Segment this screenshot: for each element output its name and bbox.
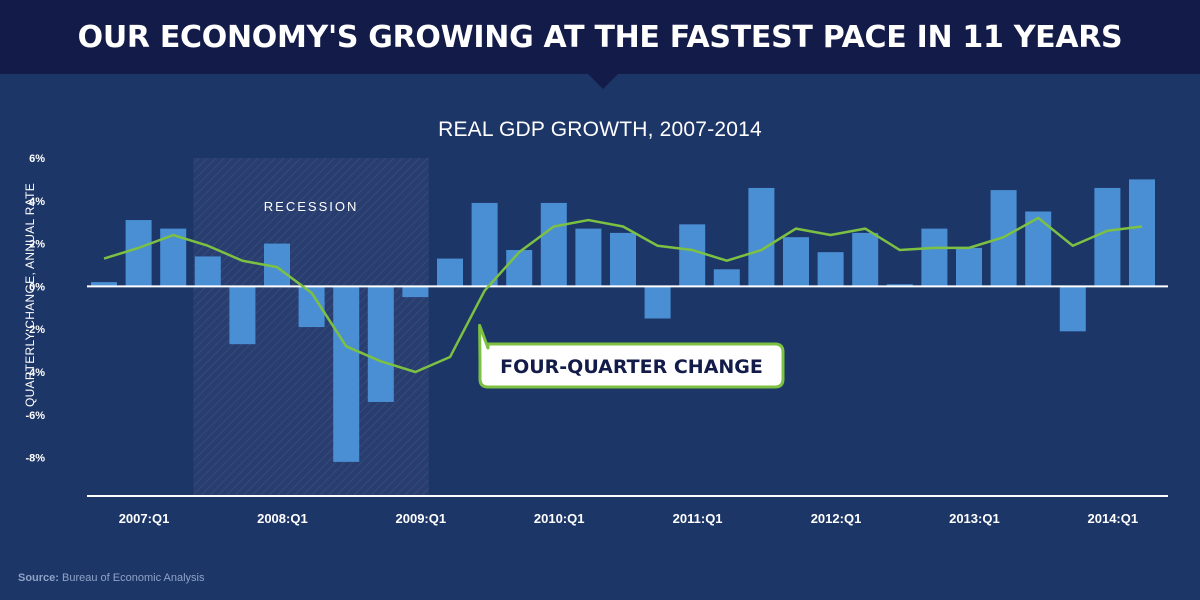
y-tick-label: -8% — [25, 453, 45, 465]
y-tick-label: -6% — [25, 410, 45, 422]
gdp-bar — [644, 286, 671, 319]
x-tick-label: 2014:Q1 — [1088, 511, 1139, 526]
x-tick-label: 2007:Q1 — [119, 511, 170, 526]
gdp-bar — [367, 286, 394, 402]
gdp-bar — [886, 284, 913, 287]
gdp-bar — [610, 232, 636, 287]
gdp-bar — [437, 258, 463, 287]
gdp-bar — [506, 250, 533, 287]
x-tick-label: 2010:Q1 — [534, 511, 585, 526]
gdp-bar — [1129, 179, 1155, 287]
gdp-bar — [713, 269, 740, 287]
gdp-bar — [679, 224, 706, 287]
headline-banner: OUR ECONOMY'S GROWING AT THE FASTEST PAC… — [0, 0, 1200, 74]
gdp-bar — [1059, 286, 1086, 332]
gdp-bar — [229, 286, 256, 345]
gdp-bar — [817, 252, 844, 287]
gdp-bar — [125, 220, 152, 287]
chart-title: REAL GDP GROWTH, 2007-2014 — [438, 118, 762, 141]
gdp-bar — [540, 202, 567, 287]
callout-box — [478, 323, 785, 389]
x-tick-label: 2011:Q1 — [673, 511, 723, 526]
gdp-bar — [783, 237, 809, 287]
source-note: Source: Bureau of Economic Analysis — [18, 572, 205, 584]
gdp-bar — [748, 187, 775, 287]
gdp-bar — [91, 282, 117, 287]
recession-label: RECESSION — [264, 199, 359, 214]
y-axis-label: QUARTERLY CHANGE, ANNUAL RATE — [23, 182, 37, 408]
y-tick-label: 0% — [29, 281, 45, 293]
gdp-bar — [402, 286, 429, 298]
y-tick-label: -4% — [25, 367, 45, 379]
gdp-bar — [471, 202, 498, 287]
x-tick-label: 2012:Q1 — [811, 511, 862, 526]
gdp-bar — [194, 256, 221, 287]
headline-banner-pointer — [588, 74, 618, 89]
x-tick-label: 2009:Q1 — [396, 511, 447, 526]
x-tick-label: 2013:Q1 — [949, 511, 1000, 526]
callout-label: FOUR-QUARTER CHANGE — [500, 356, 763, 378]
gdp-bar — [333, 286, 360, 462]
y-tick-label: 6% — [29, 153, 45, 165]
y-tick-label: 2% — [29, 239, 45, 251]
gdp-bar — [1094, 187, 1121, 287]
x-tick-label: 2008:Q1 — [257, 511, 308, 526]
gdp-bar — [852, 232, 879, 287]
four-quarter-change-callout: FOUR-QUARTER CHANGE — [478, 323, 785, 389]
y-tick-label: 4% — [29, 196, 45, 208]
four-quarter-change-line — [103, 216, 1143, 374]
gdp-bar — [575, 228, 602, 287]
source-text: Bureau of Economic Analysis — [62, 572, 205, 584]
y-tick-label: -2% — [25, 324, 45, 336]
source-label: Source: — [18, 572, 59, 584]
gdp-bar — [921, 228, 948, 287]
gdp-bar — [956, 247, 982, 287]
headline: OUR ECONOMY'S GROWING AT THE FASTEST PAC… — [77, 19, 1123, 55]
